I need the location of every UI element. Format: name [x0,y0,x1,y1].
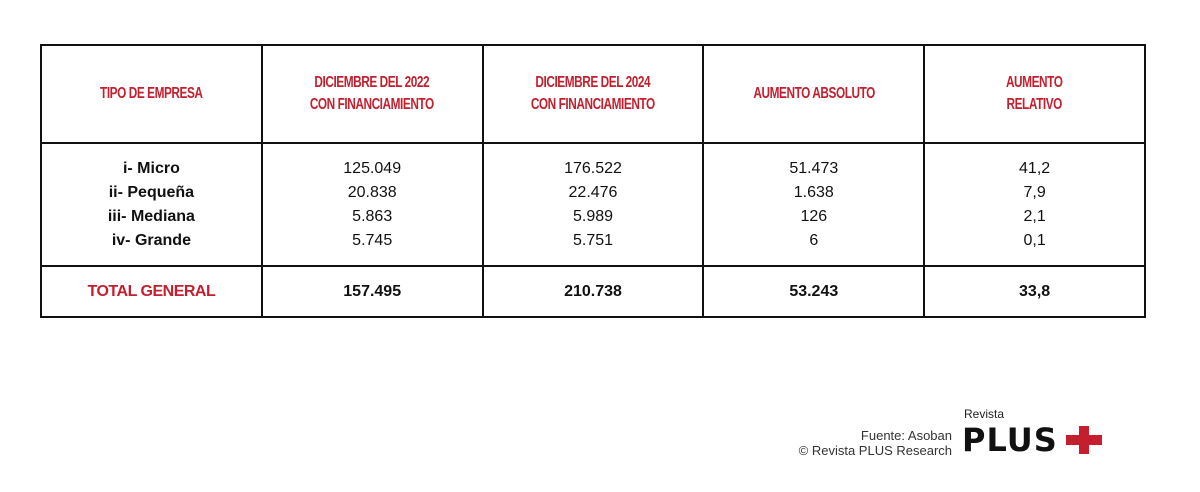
cell: 5.751 [572,231,614,249]
cell: 5.745 [352,231,393,249]
copyright-text: © Revista PLUS Research [798,443,952,458]
header-text: AUMENTO ABSOLUTO [753,85,875,102]
header-text: DICIEMBRE DEL 2022 [314,74,430,91]
cell: 51.473 [789,159,839,177]
header-text: CON FINANCIAMIENTO [310,96,435,113]
total-absoluto: 53.243 [702,265,926,318]
col-relativo: 41,2 7,9 2,1 0,1 [923,142,1146,267]
header-row: TIPO DE EMPRESA DICIEMBRE DEL 2022 CON FI… [40,44,1146,144]
header-tipo: TIPO DE EMPRESA [40,44,263,144]
source-text: Fuente: Asoban [860,428,952,443]
cell: 0,1 [1023,231,1046,249]
cell: 5.863 [352,207,393,225]
cell: ii- Pequeña [108,183,195,201]
header-dic-2022: DICIEMBRE DEL 2022 CON FINANCIAMIENTO [260,44,484,144]
header-text: AUMENTO [1006,74,1063,91]
cell: 5.989 [572,207,614,225]
cell: 1.638 [793,183,834,201]
cell: 176.522 [564,159,622,177]
cell: 22.476 [568,183,618,201]
logo-brand: PLUS [962,422,1102,458]
cell: 125.049 [343,159,402,177]
body-row: i- Micro ii- Pequeña iii- Mediana iv- Gr… [40,142,1146,267]
logo-big-text: PLUS [962,421,1058,459]
header-aumento-relativo: AUMENTO RELATIVO [923,44,1146,144]
header-aumento-absoluto: AUMENTO ABSOLUTO [702,44,926,144]
header-dic-2024: DICIEMBRE DEL 2024 CON FINANCIAMIENTO [481,44,705,144]
total-row: TOTAL GENERAL 157.495 210.738 53.243 33,… [40,265,1146,318]
header-text: DICIEMBRE DEL 2024 [535,74,651,91]
source-note: Fuente: Asoban © Revista PLUS Research [770,428,952,458]
cell: iii- Mediana [107,207,195,225]
total-2024: 210.738 [481,265,705,318]
cell: i- Micro [122,159,180,177]
col-absoluto: 51.473 1.638 126 6 [702,142,926,267]
col-2024: 176.522 22.476 5.989 5.751 [481,142,705,267]
col-2022: 125.049 20.838 5.863 5.745 [260,142,484,267]
cell: 2,1 [1023,207,1046,225]
header-text: RELATIVO [1006,96,1063,113]
header-text: CON FINANCIAMIENTO [531,96,655,113]
header-text: TIPO DE EMPRESA [100,85,203,102]
cell: 41,2 [1019,159,1051,177]
cell: 126 [800,207,828,225]
cell: 7,9 [1023,183,1046,201]
total-label: TOTAL GENERAL [40,265,263,318]
col-tipo: i- Micro ii- Pequeña iii- Mediana iv- Gr… [40,142,263,267]
plus-icon [1065,426,1102,454]
logo-small-text: Revista [964,407,1005,421]
cell: 20.838 [347,183,397,201]
total-2022: 157.495 [260,265,484,318]
cell: iv- Grande [111,231,191,249]
data-table: TIPO DE EMPRESA DICIEMBRE DEL 2022 CON FI… [40,44,1146,318]
revista-plus-logo: Revista PLUS [962,408,1102,458]
cell: 6 [809,231,819,249]
total-relativo: 33,8 [923,265,1146,318]
